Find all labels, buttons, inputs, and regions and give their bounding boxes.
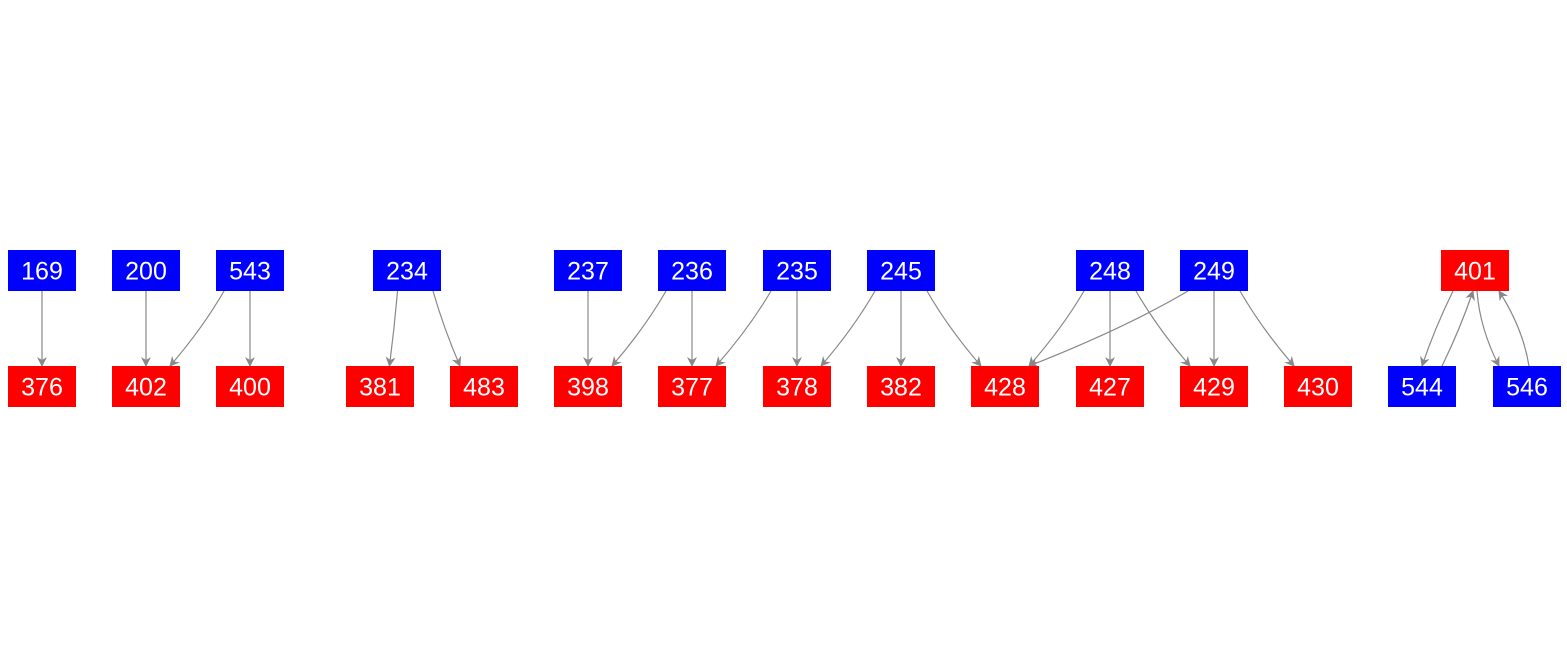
edge-249-to-428 — [1028, 290, 1189, 368]
node-169[interactable]: 169 — [8, 250, 76, 291]
node-401-box — [1441, 250, 1509, 291]
edge-543-to-402 — [169, 290, 225, 367]
node-249[interactable]: 249 — [1180, 250, 1248, 291]
node-546-label: 546 — [1506, 374, 1548, 402]
node-427-box — [1076, 366, 1144, 407]
node-236-box — [658, 250, 726, 291]
node-245-box — [867, 250, 935, 291]
node-237-box — [554, 250, 622, 291]
node-245-label: 245 — [880, 258, 922, 286]
node-427[interactable]: 427 — [1076, 366, 1144, 407]
node-200[interactable]: 200 — [112, 250, 180, 291]
edge-234-to-483 — [432, 290, 462, 367]
node-400[interactable]: 400 — [216, 366, 284, 407]
node-234-box — [373, 250, 441, 291]
node-402-label: 402 — [125, 374, 167, 402]
node-546-box — [1493, 366, 1561, 407]
nodes-layer: 169 200 543 234 237 236 235 245 248 249 401 376 402 4… — [8, 250, 1561, 407]
edge-249-to-430 — [1239, 290, 1295, 367]
node-400-label: 400 — [229, 374, 271, 402]
node-200-box — [112, 250, 180, 291]
node-402[interactable]: 402 — [112, 366, 180, 407]
node-200-label: 200 — [125, 258, 167, 286]
node-543-box — [216, 250, 284, 291]
node-235-box — [763, 250, 831, 291]
edges-layer — [37, 290, 1530, 368]
node-378-box — [763, 366, 831, 407]
node-248-label: 248 — [1089, 258, 1131, 286]
node-429-box — [1180, 366, 1248, 407]
node-236-label: 236 — [671, 258, 713, 286]
node-377-box — [658, 366, 726, 407]
node-381[interactable]: 381 — [346, 366, 414, 407]
edge-236-to-398 — [611, 290, 667, 367]
node-430-label: 430 — [1297, 374, 1339, 402]
node-429-label: 429 — [1193, 374, 1235, 402]
node-376-label: 376 — [21, 374, 63, 402]
node-234-label: 234 — [386, 258, 428, 286]
node-249-box — [1180, 250, 1248, 291]
node-400-box — [216, 366, 284, 407]
node-381-label: 381 — [359, 374, 401, 402]
node-427-label: 427 — [1089, 374, 1131, 402]
edge-235-to-377 — [715, 290, 772, 367]
node-237[interactable]: 237 — [554, 250, 622, 291]
node-237-label: 237 — [567, 258, 609, 286]
node-236[interactable]: 236 — [658, 250, 726, 291]
node-245[interactable]: 245 — [867, 250, 935, 291]
node-248[interactable]: 248 — [1076, 250, 1144, 291]
node-428-label: 428 — [984, 374, 1026, 402]
node-483[interactable]: 483 — [450, 366, 518, 407]
node-483-label: 483 — [463, 374, 505, 402]
node-381-box — [346, 366, 414, 407]
node-544-box — [1388, 366, 1456, 407]
node-377[interactable]: 377 — [658, 366, 726, 407]
node-483-box — [450, 366, 518, 407]
node-428[interactable]: 428 — [971, 366, 1039, 407]
node-544-label: 544 — [1401, 374, 1443, 402]
edge-546-to-401 — [1498, 290, 1530, 367]
node-382-label: 382 — [880, 374, 922, 402]
node-382-box — [867, 366, 935, 407]
node-398-box — [554, 366, 622, 407]
node-430-box — [1284, 366, 1352, 407]
node-235[interactable]: 235 — [763, 250, 831, 291]
edge-234-to-381 — [385, 290, 399, 367]
node-398-label: 398 — [567, 374, 609, 402]
node-382[interactable]: 382 — [867, 366, 935, 407]
node-546[interactable]: 546 — [1493, 366, 1561, 407]
node-376-box — [8, 366, 76, 407]
node-402-box — [112, 366, 180, 407]
node-401-label: 401 — [1454, 258, 1496, 286]
node-234[interactable]: 234 — [373, 250, 441, 291]
node-544[interactable]: 544 — [1388, 366, 1456, 407]
edge-544-to-401 — [1441, 290, 1475, 367]
edge-245-to-378 — [820, 290, 876, 367]
node-401[interactable]: 401 — [1441, 250, 1509, 291]
node-378-label: 378 — [776, 374, 818, 402]
node-248-box — [1076, 250, 1144, 291]
node-543[interactable]: 543 — [216, 250, 284, 291]
edge-245-to-428 — [926, 290, 982, 367]
edge-248-to-429 — [1135, 290, 1191, 367]
node-430[interactable]: 430 — [1284, 366, 1352, 407]
edge-401-to-546 — [1476, 290, 1500, 367]
edge-401-to-544 — [1420, 290, 1454, 367]
node-249-label: 249 — [1193, 258, 1235, 286]
node-169-label: 169 — [21, 258, 63, 286]
node-378[interactable]: 378 — [763, 366, 831, 407]
node-429[interactable]: 429 — [1180, 366, 1248, 407]
node-428-box — [971, 366, 1039, 407]
node-398[interactable]: 398 — [554, 366, 622, 407]
node-377-label: 377 — [671, 374, 713, 402]
node-169-box — [8, 250, 76, 291]
node-543-label: 543 — [229, 258, 271, 286]
node-235-label: 235 — [776, 258, 818, 286]
node-376[interactable]: 376 — [8, 366, 76, 407]
